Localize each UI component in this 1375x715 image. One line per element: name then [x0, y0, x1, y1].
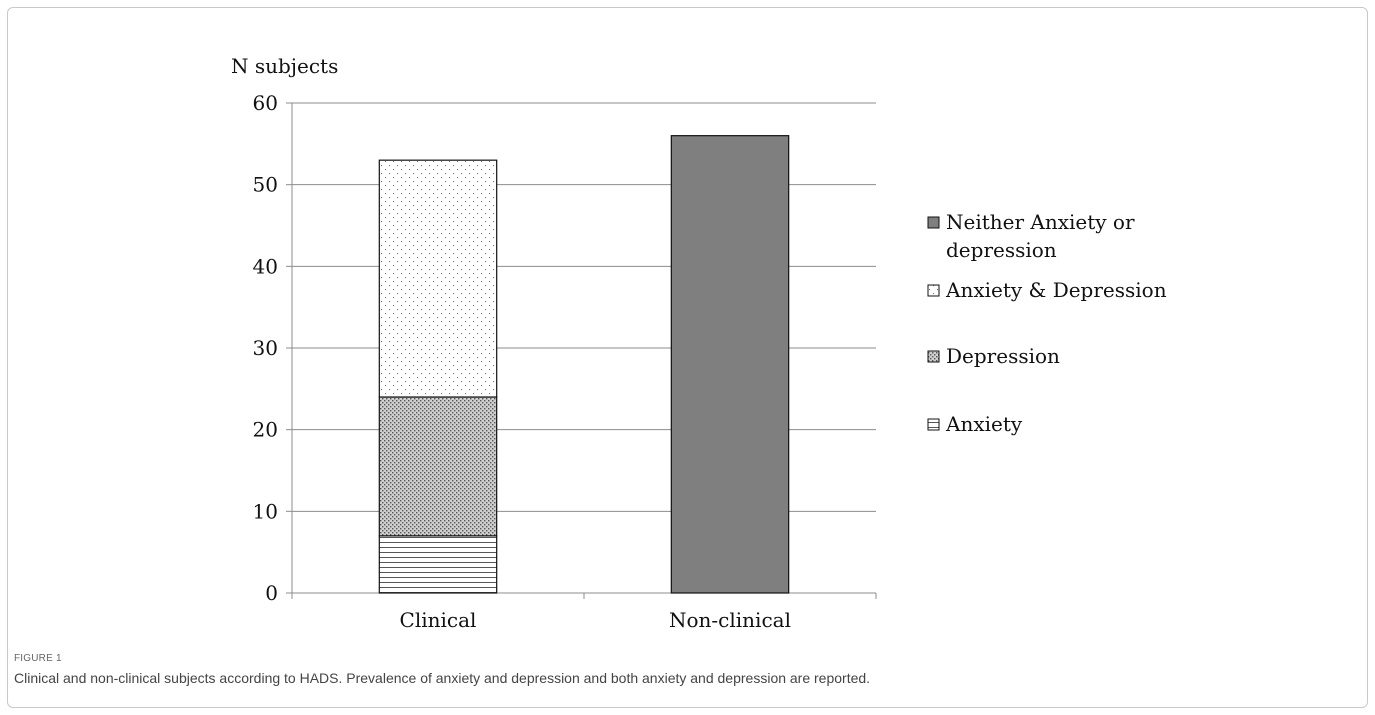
y-tick-label: 50	[253, 173, 278, 197]
figure-label: FIGURE 1	[14, 653, 62, 664]
bar-neither-anxiety-or-depression	[670, 135, 790, 594]
y-tick-label: 10	[253, 499, 278, 523]
bars	[378, 135, 790, 594]
x-tick-label: Clinical	[400, 608, 477, 632]
bar-anxiety-depression	[378, 159, 498, 398]
bar-depression	[378, 396, 498, 537]
legend-swatch-depression	[927, 350, 940, 363]
legend-label-line: depression	[946, 238, 1057, 262]
y-tick-label: 20	[253, 418, 278, 442]
y-tick-label: 30	[253, 336, 278, 360]
legend-swatch-anxiety	[927, 418, 940, 431]
legend-label-line: Neither Anxiety or	[946, 210, 1135, 234]
legend-label: Depression	[946, 344, 1060, 368]
legend-label: Neither Anxiety or depression	[946, 210, 1135, 262]
legend-swatch-neither-anxiety-or-depression	[927, 216, 940, 229]
legend-label: Anxiety & Depression	[945, 278, 1167, 302]
y-axis-title: N subjects	[231, 54, 338, 78]
bar-anxiety	[378, 535, 498, 594]
figure-caption: Clinical and non-clinical subjects accor…	[14, 670, 871, 686]
y-tick-label: 0	[265, 581, 278, 605]
y-tick-label: 40	[253, 254, 278, 278]
legend: Neither Anxiety or depression Anxiety & De…	[927, 210, 1167, 436]
y-tick-label: 60	[253, 91, 278, 115]
x-tick-label: Non-clinical	[669, 608, 791, 632]
legend-swatch-anxiety-depression	[927, 284, 940, 297]
legend-label: Anxiety	[945, 412, 1023, 436]
